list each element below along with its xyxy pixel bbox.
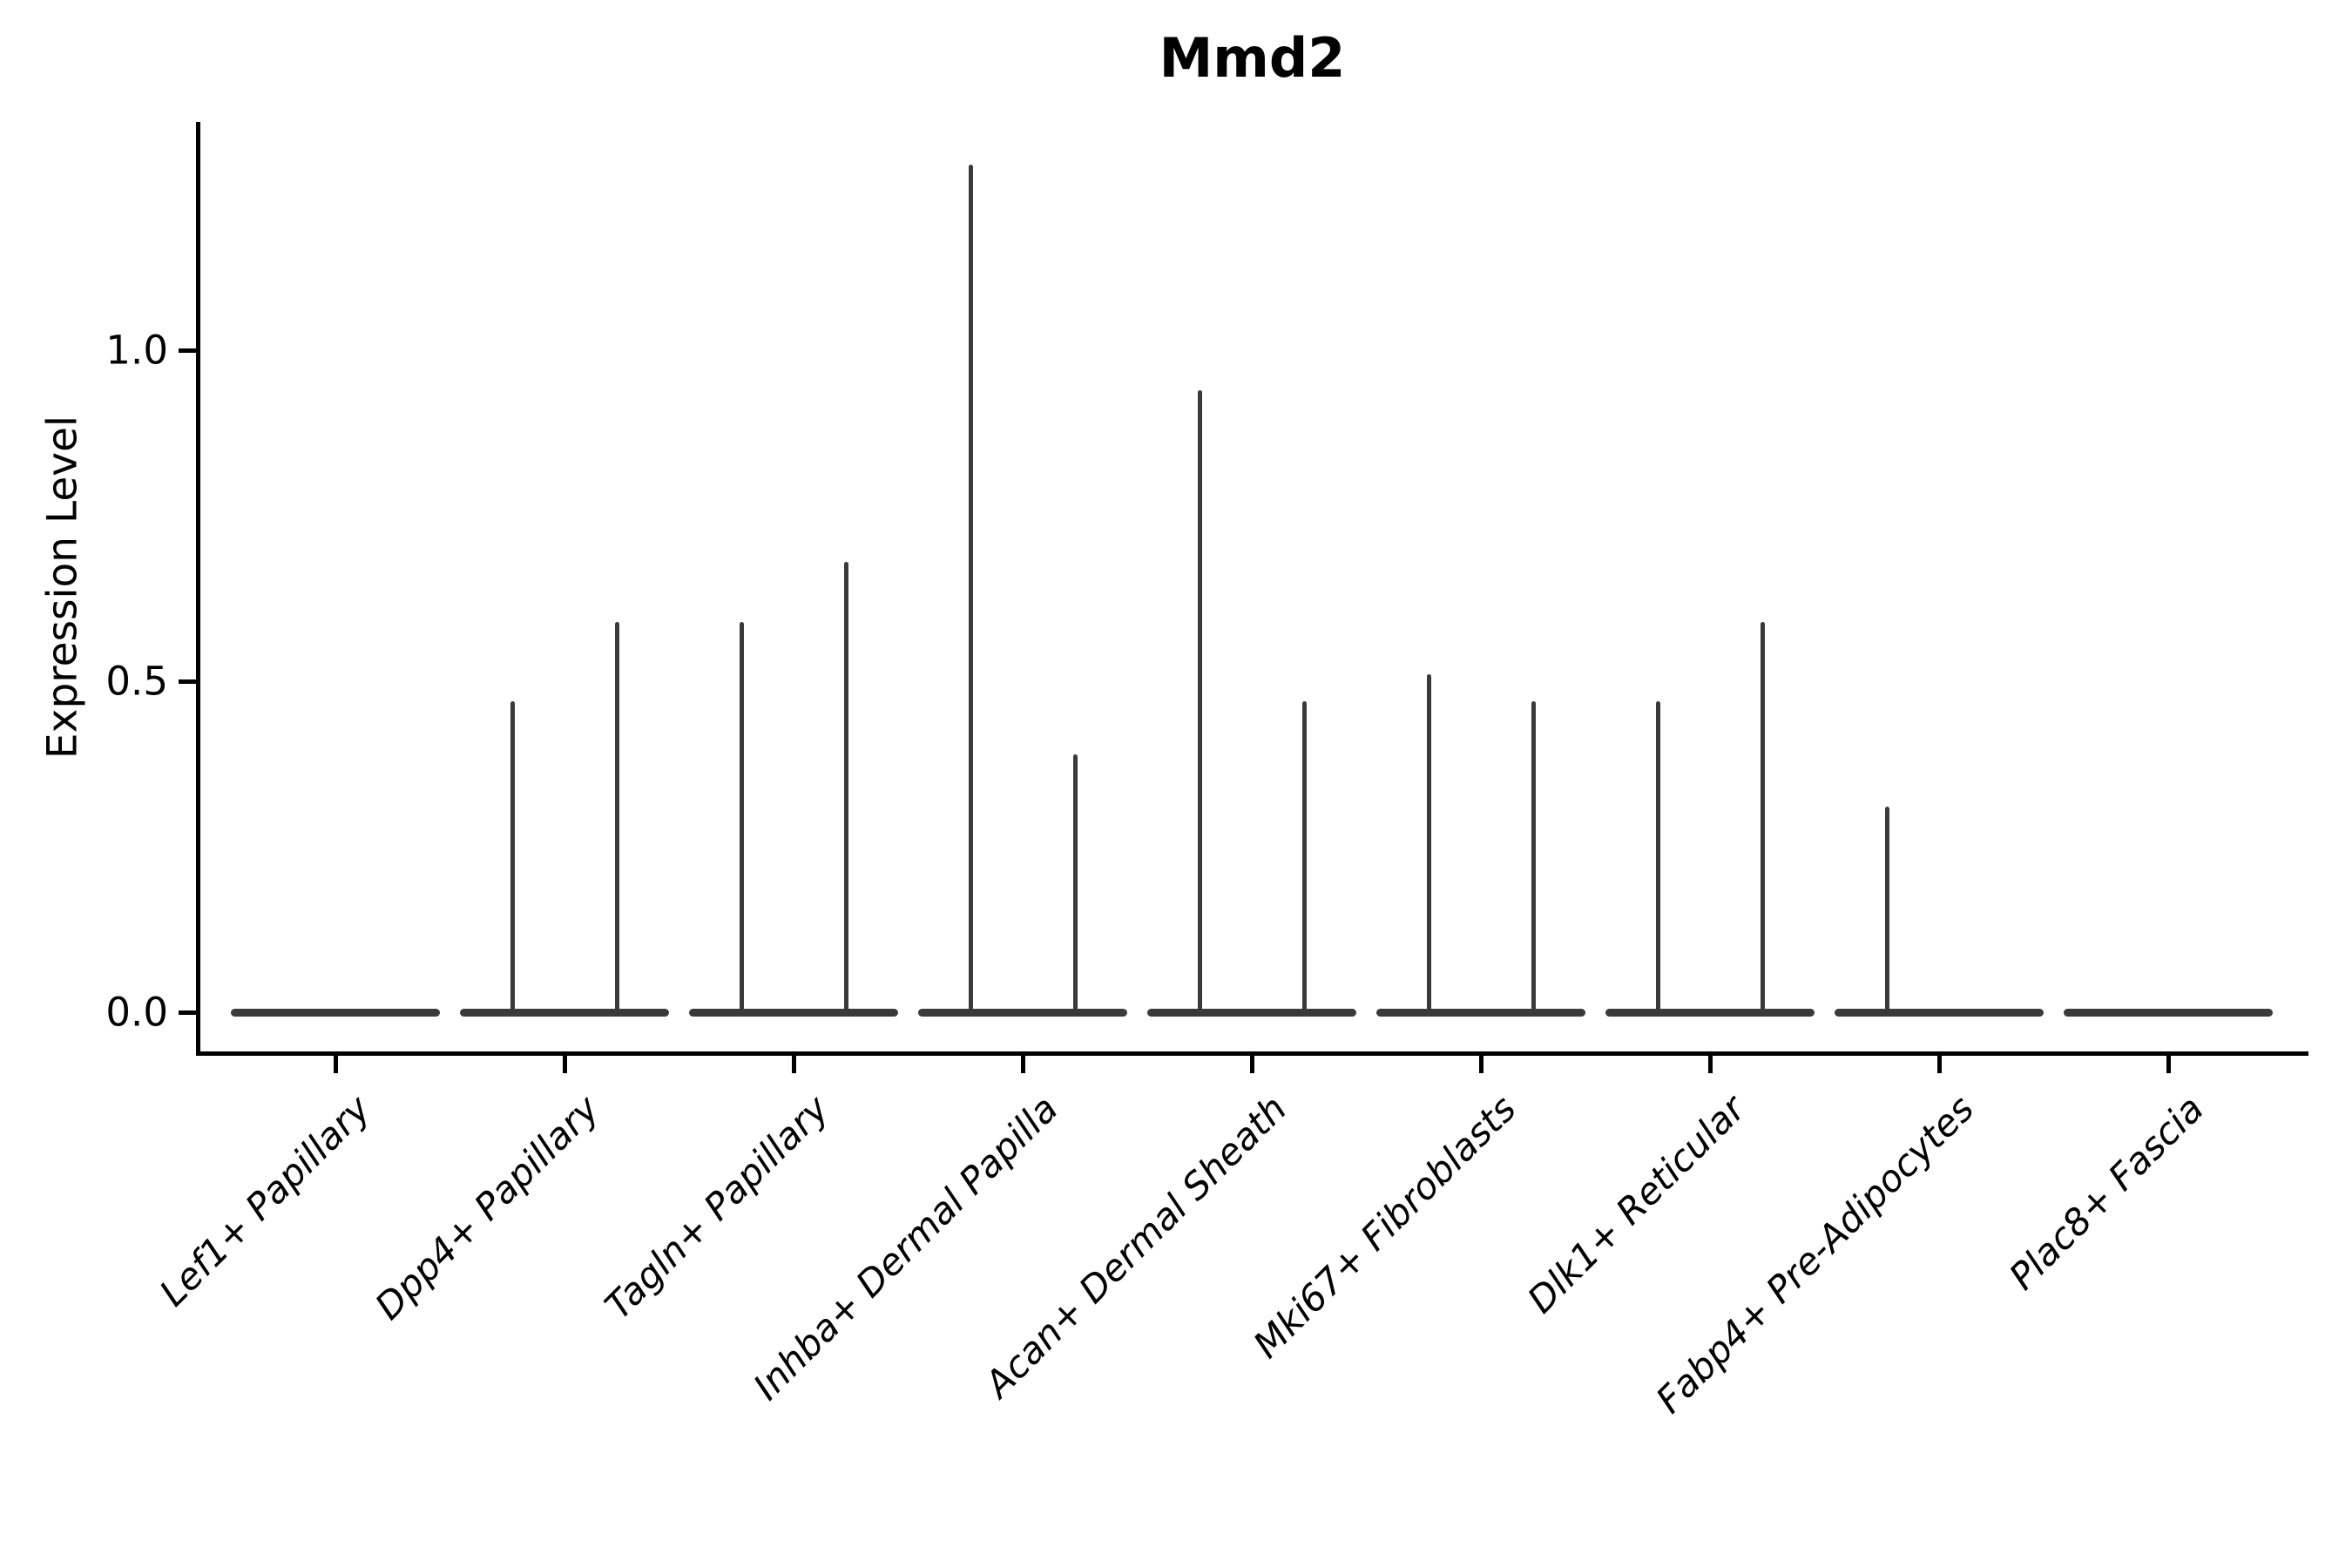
violin-spike [1655, 700, 1660, 1012]
x-tick-mark [1478, 1056, 1484, 1073]
y-axis-spine [196, 122, 200, 1056]
y-tick-label: 0.5 [105, 658, 168, 705]
violin-spike [1197, 389, 1202, 1012]
violin-spike [739, 621, 744, 1012]
violin-base [1835, 1008, 2044, 1017]
violin-spike [1072, 754, 1078, 1012]
violin-base [460, 1008, 669, 1017]
x-tick-label: Dlk1+ Reticular [1518, 1087, 1754, 1321]
x-tick-label: Lef1+ Papillary [151, 1087, 379, 1315]
x-tick-mark [1936, 1056, 1942, 1073]
violin-spike [1426, 674, 1431, 1012]
x-tick-mark [1707, 1056, 1713, 1073]
violin-spike [843, 562, 848, 1012]
violin-base [1376, 1008, 1585, 1017]
violin-spike [614, 621, 619, 1012]
x-tick-mark [333, 1056, 338, 1073]
x-tick-mark [562, 1056, 567, 1073]
y-tick-label: 1.0 [105, 327, 168, 374]
violin-base [231, 1008, 440, 1017]
y-tick-label: 0.0 [105, 989, 168, 1036]
x-tick-label: Tagln+ Papillary [596, 1087, 837, 1328]
x-tick-label: Dpp4+ Papillary [367, 1087, 608, 1328]
y-tick-mark [179, 1010, 196, 1015]
x-tick-label: Mki67+ Fibroblasts [1245, 1087, 1524, 1367]
x-tick-label: Plac8+ Fascia [2000, 1087, 2212, 1299]
violin-spike [510, 700, 515, 1012]
violin-spike [1531, 700, 1536, 1012]
x-tick-mark [1249, 1056, 1254, 1073]
violin-base [2064, 1008, 2273, 1017]
y-tick-mark [179, 679, 196, 684]
y-tick-mark [179, 348, 196, 353]
chart-title: Mmd2 [1159, 26, 1346, 90]
violin-spike [1884, 807, 1889, 1012]
x-tick-mark [1020, 1056, 1025, 1073]
x-tick-mark [791, 1056, 796, 1073]
violin-base [1147, 1008, 1356, 1017]
x-tick-mark [2166, 1056, 2171, 1073]
violin-base [689, 1008, 898, 1017]
violin-base [1605, 1008, 1815, 1017]
violin-base [918, 1008, 1127, 1017]
violin-spike [1301, 700, 1307, 1012]
violin-spike [1760, 621, 1765, 1012]
x-axis-spine [196, 1051, 2308, 1056]
y-axis-label: Expression Level [38, 415, 87, 760]
violin-spike [968, 165, 973, 1012]
